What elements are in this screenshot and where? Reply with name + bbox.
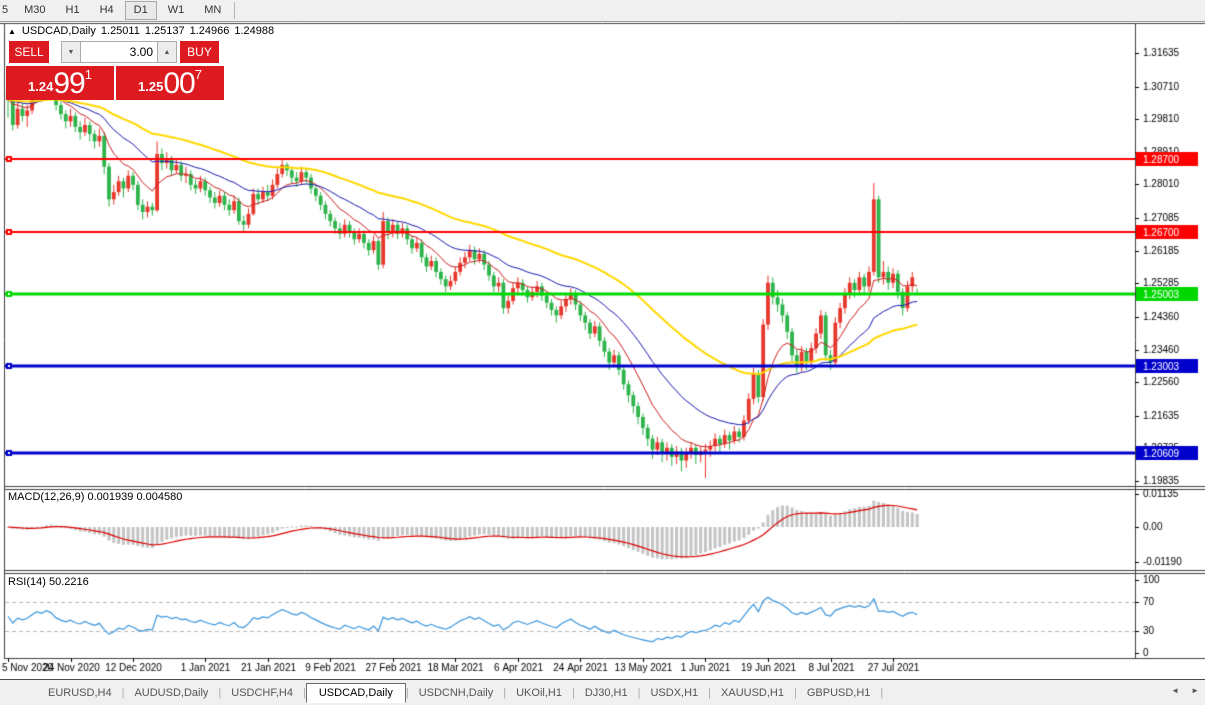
timeframe-button-D1[interactable]: D1 [124, 1, 157, 20]
chart-title: ▲ USDCAD,Daily 1.25011 1.25137 1.24966 1… [8, 25, 274, 37]
timeframe-button-H1[interactable]: H1 [65, 4, 80, 16]
chart-tab-GBPUSD-H1[interactable]: GBPUSD,H1 [806, 686, 871, 699]
timeframe-button-5[interactable]: 5 [2, 4, 9, 16]
sell-price-button[interactable]: 1.24 99 1 [6, 66, 114, 100]
tab-separator: | [571, 686, 575, 699]
ohlc-low: 1.24966 [189, 25, 230, 37]
sell-button[interactable]: SELL [9, 41, 49, 63]
collapse-panel-icon[interactable]: ▲ [8, 26, 16, 36]
tab-separator: | [880, 686, 884, 699]
chart-tab-USDCHF-H4[interactable]: USDCHF,H4 [231, 686, 293, 699]
timeframe-button-M30[interactable]: M30 [24, 4, 46, 16]
tab-scroll-right-icon[interactable]: ► [1191, 686, 1199, 695]
volume-input[interactable] [81, 41, 157, 63]
ohlc-high: 1.25137 [144, 25, 185, 37]
chart-tab-AUDUSD-Daily[interactable]: AUDUSD,Daily [134, 686, 209, 699]
chart-tab-bar: EURUSD,H4 | AUDUSD,Daily | USDCHF,H4 | USDCAD,… [0, 679, 1205, 705]
tab-separator: | [405, 686, 409, 699]
sell-price-prefix: 1.24 [28, 79, 54, 94]
chart-tab-USDCAD-Daily[interactable]: USDCAD,Daily [305, 682, 406, 703]
buy-button[interactable]: BUY [180, 41, 219, 63]
timeframe-toolbar: 5 M30 H1 H4 D1 W1 MN [0, 0, 1205, 22]
chart-tab-UKOil-H1[interactable]: UKOil,H1 [516, 686, 562, 699]
macd-indicator-label: MACD(12,26,9) 0.001939 0.004580 [8, 491, 183, 503]
tab-separator: | [708, 686, 712, 699]
buy-price-prefix: 1.25 [138, 79, 164, 94]
volume-decrease-icon[interactable]: ▼ [61, 41, 81, 63]
tab-scroll-arrows: ◄ ► [1171, 686, 1199, 695]
tab-separator: | [218, 686, 222, 699]
volume-increase-icon[interactable]: ▲ [157, 41, 177, 63]
chart-tab-USDX-H1[interactable]: USDX,H1 [650, 686, 699, 699]
timeframe-button-W1[interactable]: W1 [167, 4, 185, 16]
chart-tab-EURUSD-H4[interactable]: EURUSD,H4 [48, 686, 112, 699]
tab-separator: | [793, 686, 797, 699]
timeframe-button-H4[interactable]: H4 [99, 4, 114, 16]
buy-price-button[interactable]: 1.25 00 7 [116, 66, 224, 100]
chart-tab-DJ30-H1[interactable]: DJ30,H1 [584, 686, 628, 699]
sell-price-big: 99 [53, 67, 85, 100]
tab-separator: | [503, 686, 507, 699]
chart-symbol-label: USDCAD,Daily [21, 25, 96, 37]
sell-price-sup: 1 [84, 67, 92, 82]
chart-tab-USDCNH-Daily[interactable]: USDCNH,Daily [418, 686, 494, 699]
ohlc-close: 1.24988 [234, 25, 275, 37]
tab-scroll-left-icon[interactable]: ◄ [1171, 686, 1180, 695]
tab-separator: | [637, 686, 641, 699]
rsi-indicator-label: RSI(14) 50.2216 [8, 576, 89, 588]
ohlc-open: 1.25011 [100, 25, 140, 37]
toolbar-separator [234, 2, 236, 19]
buy-price-sup: 7 [194, 67, 202, 82]
chart-tab-XAUUSD-H1[interactable]: XAUUSD,H1 [721, 686, 784, 699]
volume-stepper: ▼ ▲ [61, 41, 177, 63]
tab-separator: | [303, 686, 306, 699]
tab-separator: | [121, 686, 125, 699]
timeframe-button-MN[interactable]: MN [204, 4, 222, 16]
buy-price-big: 00 [163, 67, 195, 100]
